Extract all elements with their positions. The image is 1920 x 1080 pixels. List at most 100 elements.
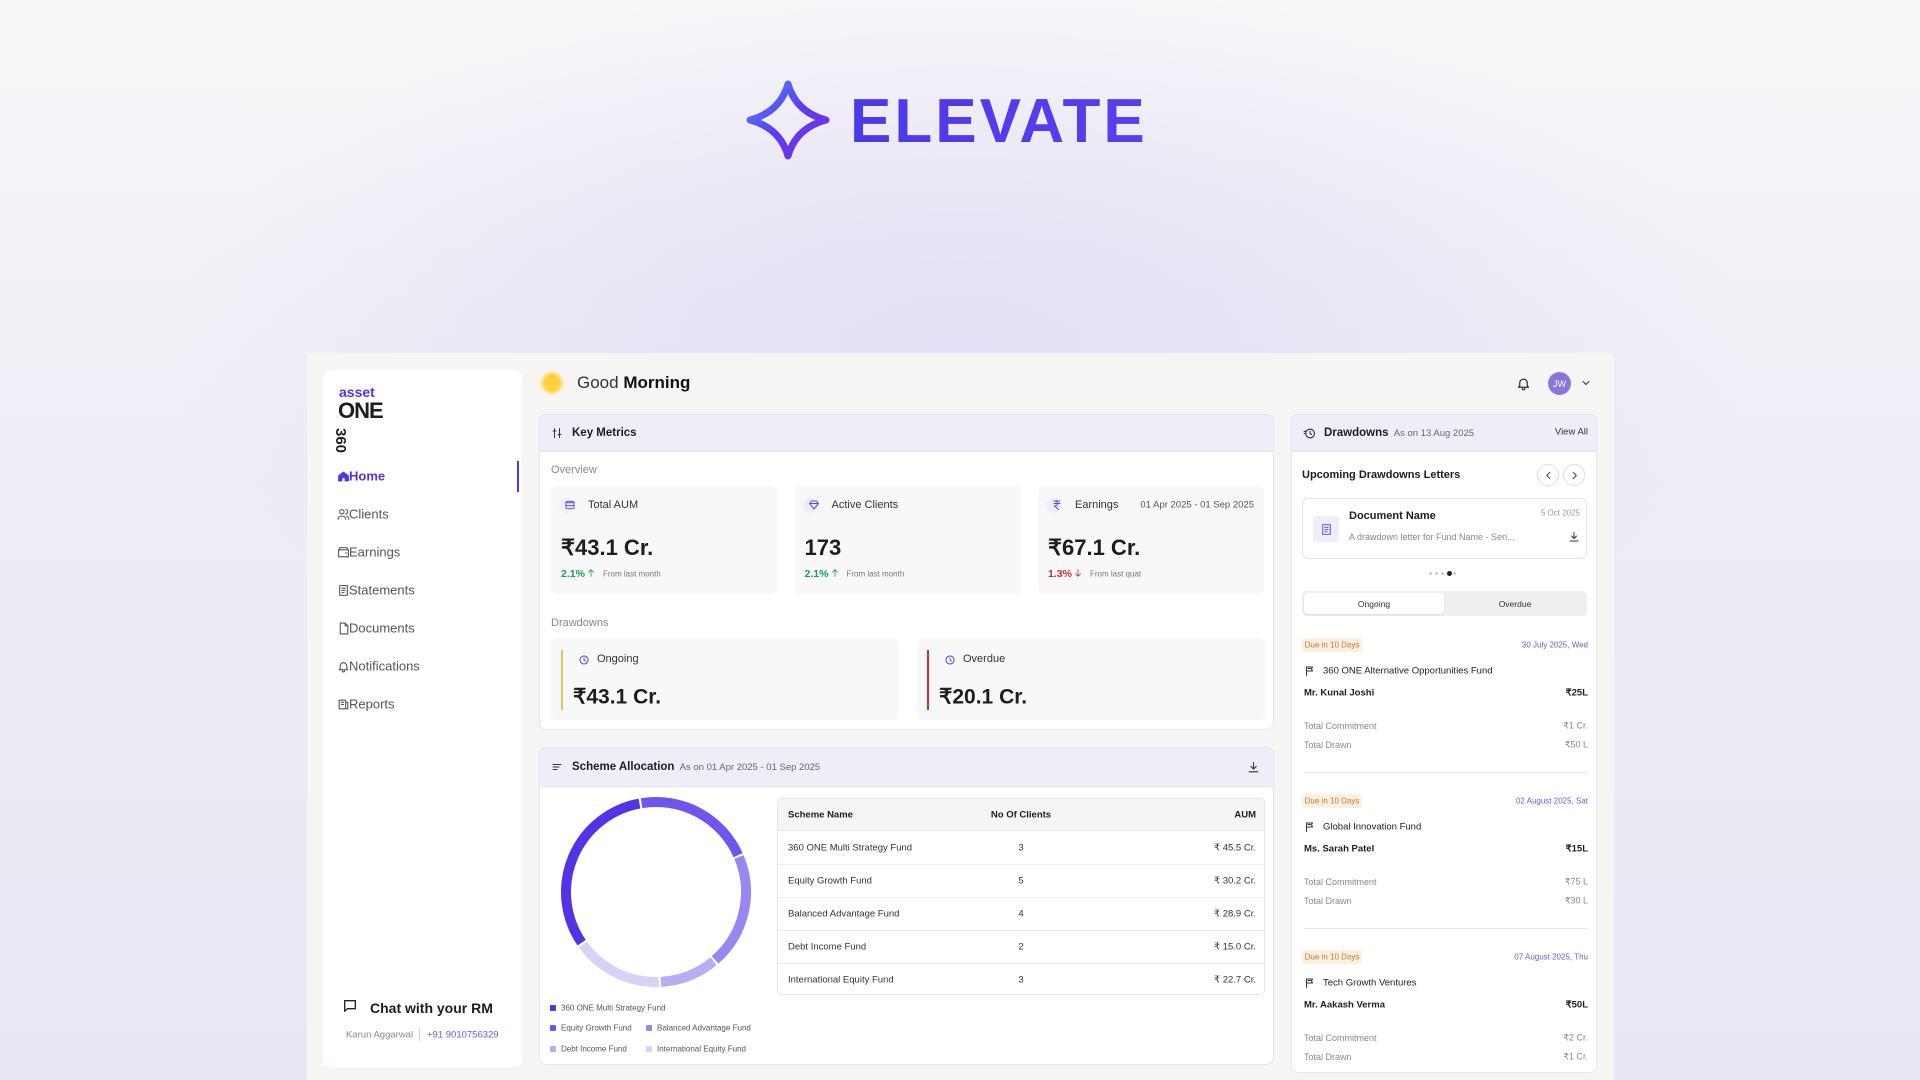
chat-icon-shape [344,1000,356,1012]
nav-icon-shape [337,546,349,557]
commitment-label: Total Commitment [1304,721,1377,731]
client-count: 4 [1018,908,1024,919]
trend-arrow-shape [831,569,838,577]
carousel-dot [1447,571,1452,576]
nav-icon [338,584,348,596]
drawdown-card: Ongoing ₹43.1 Cr. [551,638,899,720]
carousel-dot [1435,572,1438,575]
fund-icon [1306,822,1313,832]
nav-icon-shape [338,699,348,709]
title-text: Drawdowns [1324,427,1389,439]
carousel-arrow-shape [1572,471,1577,479]
nav-item[interactable]: Home [323,461,522,492]
tab[interactable]: Overdue [1445,593,1585,614]
metric-value: ₹67.1 Cr. [1048,535,1141,560]
row-divider [778,864,1264,865]
app-window: asset ONE 360 Home Clients Earnings Statements… [307,353,1614,1080]
nav-icon-shape [337,508,349,520]
rm-phone[interactable]: +91 9010756329 [427,1029,499,1041]
client-name: Mr. Kunal Joshi [1304,687,1375,699]
document-card: Document Name 5 Oct 2025 A drawdown letter… [1302,498,1587,559]
metric-label: Earnings [1075,499,1119,511]
bell-button[interactable] [1516,376,1531,391]
nav-label: Earnings [349,544,401,560]
trend-arrow-shape [1075,569,1081,577]
metric-icon [808,500,819,510]
nav-item[interactable]: Clients [323,499,522,529]
legend-label: Balanced Advantage Fund [657,1023,751,1033]
scheme-aum: ₹ 28.9 Cr. [1214,908,1256,919]
scheme-aum: ₹ 45.5 Cr. [1214,842,1256,853]
metric-label: Active Clients [831,499,899,511]
metric-value: ₹43.1 Cr. [561,535,654,560]
drawdowns-panel: Drawdowns As on 13 Aug 2025 View All Upcom… [1291,414,1597,1073]
scheme-name: Balanced Advantage Fund [788,908,900,919]
scheme-name: 360 ONE Multi Strategy Fund [788,842,913,853]
scheme-icon-shape [552,764,562,770]
nav-label: Home [349,468,386,484]
carousel-button[interactable] [1563,464,1585,486]
metric-icon [565,500,575,510]
nav-label: Documents [349,620,415,636]
download-button[interactable] [1568,531,1580,543]
fund-icon-shape [1306,822,1313,832]
nav-label: Clients [349,506,389,522]
donut-segment [578,941,659,987]
client-name: Ms. Sarah Patel [1304,843,1375,855]
drawdowns-icon [1303,428,1315,438]
fund-icon [1306,978,1313,988]
title-text: Scheme Allocation [572,761,675,773]
legend-swatch [550,1025,556,1031]
card-title: Drawdowns As on 13 Aug 2025 [1324,427,1474,439]
client-amount: ₹50L [1565,999,1588,1011]
row-divider [778,930,1264,931]
nav-item[interactable]: Statements [323,575,522,605]
column-header: No Of Clients [990,809,1052,821]
account-menu[interactable] [1580,377,1592,389]
trend-arrow-shape [588,569,594,577]
divider [419,1029,420,1041]
metric-card: Earnings 01 Apr 2025 - 01 Sep 2025 ₹67.1 C… [1038,486,1264,594]
fund-icon-shape [1306,978,1313,988]
chat-icon [344,1000,356,1012]
view-all-link[interactable]: View All [1554,426,1588,438]
legend-label: Debt Income Fund [561,1044,627,1054]
client-count: 3 [1018,974,1024,985]
status-icon-shape [579,655,589,665]
avatar[interactable]: JW [1548,372,1571,395]
donut-chart [561,797,751,987]
drawdown-value: ₹43.1 Cr. [573,685,662,709]
nav-icon [337,471,349,481]
due-badge-bg [1302,638,1362,652]
carousel-button[interactable] [1537,464,1559,486]
nav-label: Reports [349,696,395,712]
chat-title[interactable]: Chat with your RM [370,1000,493,1016]
download-button[interactable] [1247,761,1260,774]
document-icon-shape [1321,523,1331,535]
nav-item[interactable]: Reports [323,689,522,719]
carousel-dot [1453,572,1456,575]
nav-item[interactable]: Notifications [323,651,522,681]
metrics-icon [552,428,562,438]
fund-icon-shape [1306,666,1313,676]
metric-note: From last quat [1090,569,1142,579]
client-amount: ₹25L [1565,687,1588,699]
logo-side: 360 [332,428,349,454]
nav-item[interactable]: Earnings [323,537,522,567]
client-count: 5 [1018,875,1024,886]
nav-icon [338,661,348,672]
nav-item[interactable]: Documents [323,613,522,643]
donut-segment [640,797,743,858]
document-date: 5 Oct 2025 [1540,508,1580,518]
drawdown-label: Overdue [963,653,1006,665]
key-metrics-card: Key Metrics Overview Total AUM ₹43.1 Cr. 2.1… [539,414,1274,730]
scheme-name: Debt Income Fund [788,941,867,952]
column-header: AUM [1234,809,1256,821]
brand-banner: ELEVATE [746,80,1145,160]
metric-icon-shape [808,500,819,510]
column-header: Scheme Name [788,809,853,821]
nav-icon-shape [339,622,348,634]
scheme-table: Scheme Name No Of Clients AUM 360 ONE Multi… [777,798,1265,995]
tab[interactable]: Ongoing [1304,593,1444,614]
